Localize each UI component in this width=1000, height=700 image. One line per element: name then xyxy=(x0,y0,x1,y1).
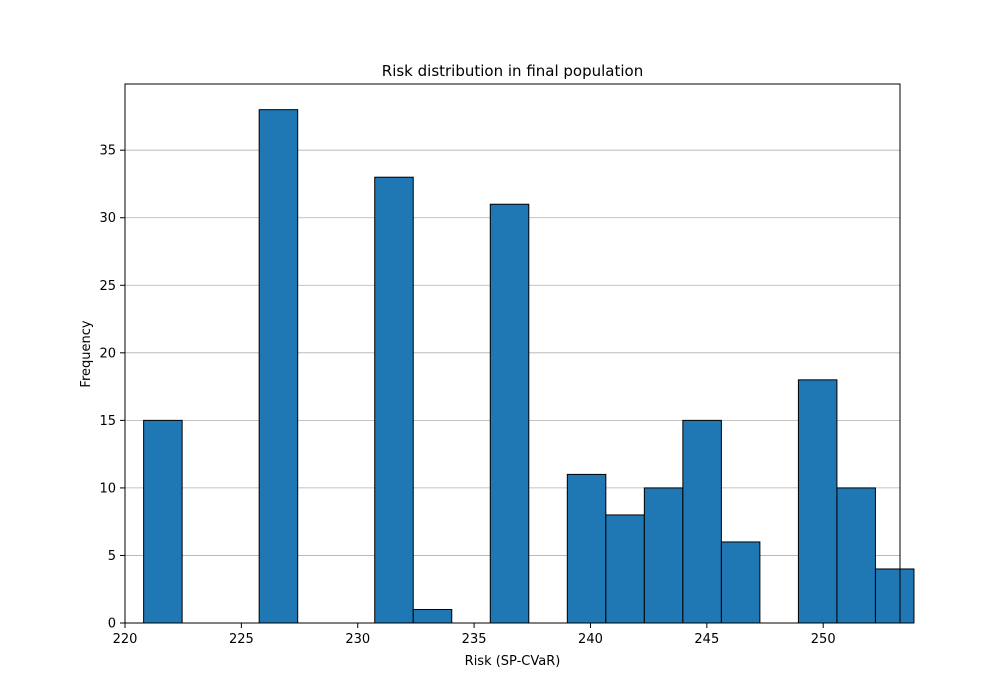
y-axis-label: Frequency xyxy=(79,320,94,387)
histogram-bar xyxy=(874,568,915,624)
y-tick-label: 30 xyxy=(99,211,116,226)
x-tick-label: 225 xyxy=(229,632,254,647)
histogram-bar xyxy=(566,473,607,624)
y-tick-label: 0 xyxy=(108,617,116,632)
x-tick-label: 240 xyxy=(578,632,603,647)
y-tick-label: 10 xyxy=(99,481,116,496)
chart-title: Risk distribution in final population xyxy=(382,62,643,80)
x-tick-label: 220 xyxy=(113,632,138,647)
x-axis-label: Risk (SP-CVaR) xyxy=(465,654,561,669)
histogram-bar xyxy=(682,419,722,624)
x-ticks: 220 225 230 235 240 245 250 xyxy=(113,623,836,647)
y-tick-label: 35 xyxy=(99,144,116,159)
x-tick-label: 230 xyxy=(345,632,370,647)
histogram-bar xyxy=(489,203,530,624)
histogram-bar xyxy=(836,487,876,624)
x-tick-label: 245 xyxy=(694,632,719,647)
histogram-bar xyxy=(643,487,684,624)
y-tick-label: 15 xyxy=(99,414,116,429)
axes-frame xyxy=(124,83,901,624)
bars-layer xyxy=(143,109,915,624)
histogram-bar xyxy=(143,419,183,624)
histogram-bar xyxy=(605,514,645,624)
x-tick-label: 250 xyxy=(811,632,836,647)
y-tick-label: 5 xyxy=(108,549,116,564)
histogram-bar xyxy=(258,109,299,624)
histogram-bar xyxy=(720,541,761,624)
y-ticks: 0 5 10 15 20 25 30 35 xyxy=(99,144,125,632)
y-tick-label: 25 xyxy=(99,279,116,294)
histogram-bar xyxy=(412,608,453,624)
x-tick-label: 235 xyxy=(462,632,487,647)
histogram-bar xyxy=(797,379,838,624)
histogram-bar xyxy=(374,176,414,624)
y-tick-label: 20 xyxy=(99,346,116,361)
